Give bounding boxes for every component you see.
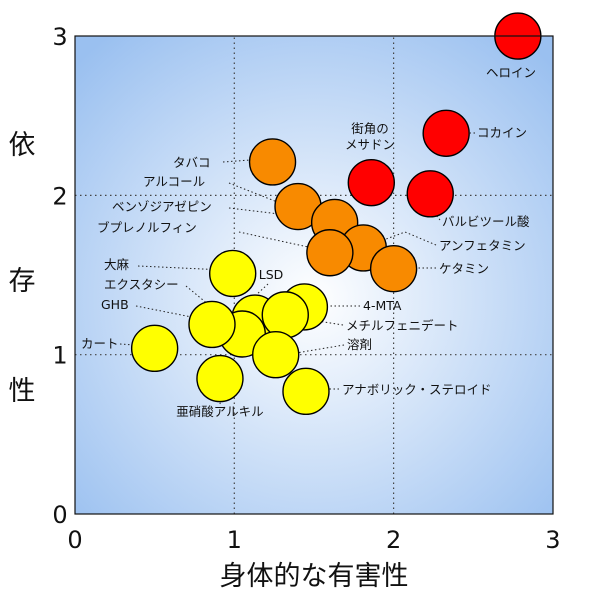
point-4-bubble [406, 170, 454, 218]
point-8-label: アンフェタミン [439, 238, 526, 253]
point-3-bubble [347, 158, 395, 207]
point-9-bubble [306, 229, 354, 277]
plot-frame [74, 35, 554, 515]
y-axis-label-char-2: 存 [9, 266, 36, 297]
plot-area [75, 36, 553, 514]
point-5-label: タバコ [173, 155, 211, 170]
point-16-bubble [261, 291, 309, 339]
x-tick-label: 1 [227, 526, 242, 554]
point-12-label: LSD [259, 267, 284, 282]
y-tick-label: 3 [52, 23, 67, 51]
point-11-label: 大麻 [104, 257, 130, 272]
point-17-label: 溶剤 [347, 337, 372, 352]
x-axis-label: 身体的な有害性 [220, 561, 409, 592]
point-13-label: エクスタシー [104, 277, 179, 292]
point-17-leader-line [289, 344, 345, 355]
y-axis-label-char-1: 依 [9, 130, 36, 161]
point-6-label: アルコール [143, 174, 205, 189]
point-19-bubble [196, 354, 244, 403]
point-5-leader-line [222, 159, 251, 163]
y-tick-label: 2 [52, 182, 67, 210]
point-19-label: 亜硝酸アルキル [176, 404, 263, 419]
x-tick-label: 2 [386, 526, 401, 554]
point-11-bubble [209, 249, 257, 298]
point-14-label: GHB [101, 297, 129, 312]
y-tick-label: 1 [52, 342, 67, 370]
point-1-label: ヘロイン [486, 65, 536, 80]
point-18-leader-line [119, 343, 149, 347]
y-tick-label: 0 [52, 501, 67, 529]
point-12-leader-line [254, 283, 269, 297]
point-3-label: 街角のメサドン [345, 121, 395, 152]
y-axis-label-char-3: 性 [9, 376, 36, 407]
point-14-bubble [188, 300, 236, 349]
point-9-label: ブプレノルフィン [97, 220, 197, 235]
point-7-label: ベンゾジアゼピン [112, 199, 212, 214]
point-20-bubble [282, 367, 330, 416]
point-16-label: メチルフェニデート [346, 318, 459, 333]
point-18-bubble [130, 324, 179, 373]
point-20-label: アナボリック・ステロイド [342, 382, 492, 397]
point-2-label: コカイン [477, 125, 527, 140]
point-4-label: バルビツール酸 [442, 214, 530, 229]
point-18-label: カート [81, 336, 119, 351]
x-tick-label: 0 [67, 526, 82, 554]
point-5-bubble [248, 138, 297, 186]
point-15-label: 4-MTA [363, 298, 402, 313]
point-2-bubble [422, 109, 470, 157]
x-tick-label: 3 [545, 526, 560, 554]
point-17-bubble [252, 331, 300, 379]
point-10-label: ケタミン [439, 261, 489, 276]
point-10-bubble [369, 244, 418, 293]
